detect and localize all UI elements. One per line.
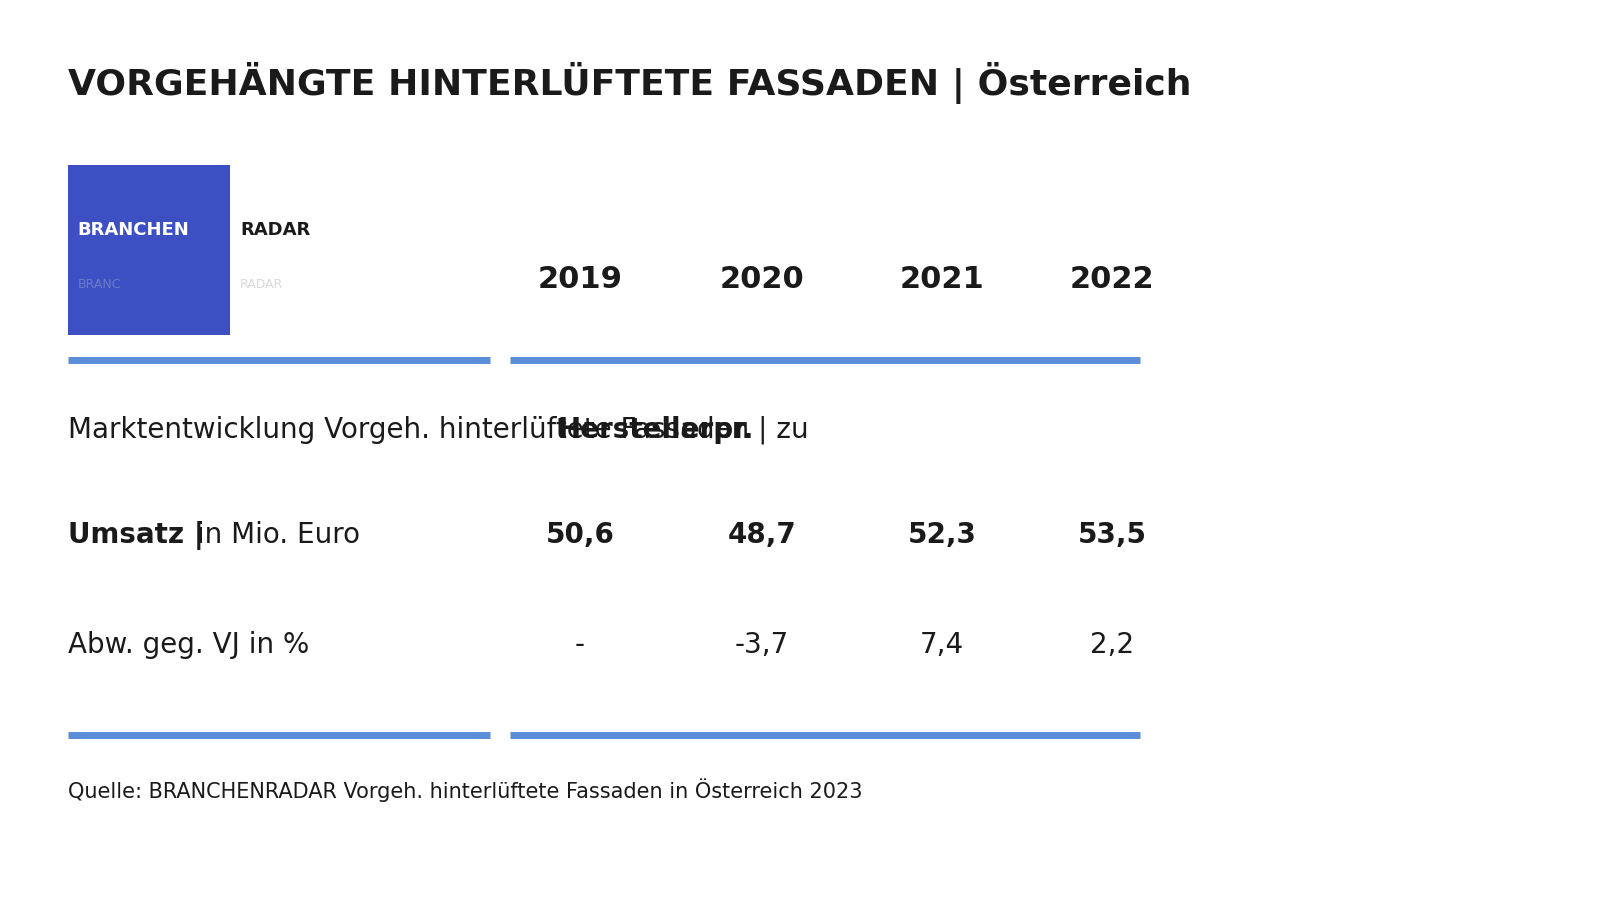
Text: 2020: 2020 [720,265,805,295]
Text: in Mio. Euro: in Mio. Euro [189,521,360,549]
Text: VORGEHÄNGTE HINTERLÜFTETE FASSADEN | Österreich: VORGEHÄNGTE HINTERLÜFTETE FASSADEN | Öst… [67,62,1192,104]
Text: 2021: 2021 [899,265,984,295]
Text: 50,6: 50,6 [546,521,614,549]
Text: Marktentwicklung Vorgeh. hinterlüftete Fassaden | zu: Marktentwicklung Vorgeh. hinterlüftete F… [67,416,818,444]
Text: Quelle: BRANCHENRADAR Vorgeh. hinterlüftete Fassaden in Österreich 2023: Quelle: BRANCHENRADAR Vorgeh. hinterlüft… [67,778,862,801]
Text: Umsatz |: Umsatz | [67,521,203,550]
Text: -: - [574,631,586,659]
Text: 7,4: 7,4 [920,631,965,659]
Text: BRANCHEN: BRANCHEN [78,220,189,239]
Text: 2022: 2022 [1070,265,1154,295]
Text: Herstellerpr.: Herstellerpr. [558,416,755,444]
Text: 53,5: 53,5 [1077,521,1147,549]
Text: 48,7: 48,7 [728,521,797,549]
Text: 52,3: 52,3 [907,521,976,549]
Text: RADAR: RADAR [240,277,283,290]
Text: RADAR: RADAR [240,220,310,239]
Text: BRANC: BRANC [78,277,122,290]
FancyBboxPatch shape [67,165,230,335]
Text: -3,7: -3,7 [734,631,789,659]
Text: Abw. geg. VJ in %: Abw. geg. VJ in % [67,631,309,659]
Text: 2,2: 2,2 [1090,631,1134,659]
Text: 2019: 2019 [538,265,622,295]
